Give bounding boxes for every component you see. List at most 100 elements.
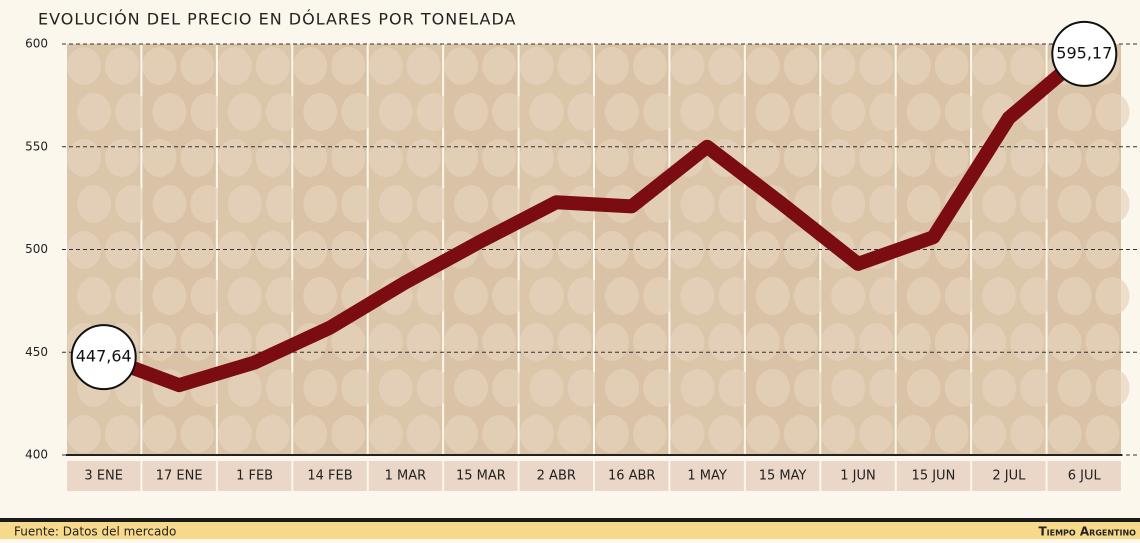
texture	[907, 93, 941, 131]
texture	[180, 139, 214, 177]
texture	[821, 415, 855, 453]
texture	[907, 277, 941, 315]
texture	[670, 47, 704, 85]
texture	[444, 323, 478, 361]
x-tick-label: 16 ABR	[608, 469, 656, 484]
x-tick-label: 17 ENE	[156, 469, 203, 484]
x-tick-label: 2 ABR	[537, 469, 576, 484]
texture	[972, 323, 1006, 361]
texture	[331, 139, 365, 177]
texture	[520, 323, 554, 361]
texture	[897, 47, 931, 85]
texture	[680, 185, 714, 223]
texture	[454, 93, 488, 131]
value-label: 447,64	[76, 347, 132, 366]
texture	[369, 323, 403, 361]
texture	[1096, 93, 1130, 131]
texture	[784, 47, 818, 85]
texture	[256, 47, 290, 85]
texture	[784, 139, 818, 177]
y-tick-label: 500	[25, 242, 48, 256]
texture	[152, 185, 186, 223]
texture	[379, 185, 413, 223]
texture	[1058, 277, 1092, 315]
texture	[1048, 139, 1082, 177]
texture	[595, 323, 629, 361]
texture	[369, 139, 403, 177]
y-tick-label: 400	[25, 448, 48, 462]
texture	[831, 93, 865, 131]
texture	[784, 323, 818, 361]
texture	[530, 93, 564, 131]
texture	[142, 139, 176, 177]
texture	[369, 415, 403, 453]
texture	[595, 47, 629, 85]
texture	[935, 47, 969, 85]
texture	[293, 139, 327, 177]
texture	[482, 323, 516, 361]
texture	[180, 415, 214, 453]
texture	[784, 415, 818, 453]
texture	[407, 415, 441, 453]
texture	[1058, 369, 1092, 407]
texture	[982, 185, 1016, 223]
texture	[256, 139, 290, 177]
texture	[680, 369, 714, 407]
texture	[595, 415, 629, 453]
texture	[482, 139, 516, 177]
texture	[907, 369, 941, 407]
texture	[218, 323, 252, 361]
texture	[708, 415, 742, 453]
y-tick-label: 550	[25, 139, 48, 153]
texture	[1086, 323, 1120, 361]
texture	[633, 47, 667, 85]
x-tick-label: 6 JUL	[1068, 469, 1102, 484]
texture	[859, 47, 893, 85]
x-tick-label: 1 JUN	[840, 469, 875, 484]
texture	[1010, 139, 1044, 177]
texture	[77, 185, 111, 223]
texture	[982, 369, 1016, 407]
texture	[142, 415, 176, 453]
texture	[605, 93, 639, 131]
texture	[605, 369, 639, 407]
texture	[670, 323, 704, 361]
texture	[152, 93, 186, 131]
texture	[897, 139, 931, 177]
x-tick-label: 15 MAR	[456, 469, 506, 484]
texture	[293, 415, 327, 453]
texture	[1058, 93, 1092, 131]
texture	[1096, 277, 1130, 315]
texture	[558, 415, 592, 453]
texture	[303, 277, 337, 315]
texture	[1010, 415, 1044, 453]
y-tick-label: 450	[25, 345, 48, 359]
texture	[303, 369, 337, 407]
texture	[77, 277, 111, 315]
texture	[756, 277, 790, 315]
texture	[831, 369, 865, 407]
texture	[633, 139, 667, 177]
texture	[520, 415, 554, 453]
texture	[558, 139, 592, 177]
texture	[633, 415, 667, 453]
source: Fuente: Datos del mercado	[14, 525, 176, 539]
texture	[256, 415, 290, 453]
texture	[1086, 415, 1120, 453]
texture	[1096, 369, 1130, 407]
texture	[228, 185, 262, 223]
texture	[746, 323, 780, 361]
x-tick-label: 1 MAR	[385, 469, 427, 484]
texture	[680, 93, 714, 131]
texture	[218, 415, 252, 453]
texture	[859, 415, 893, 453]
texture	[821, 323, 855, 361]
chart: EVOLUCIÓN DEL PRECIO EN DÓLARES POR TONE…	[0, 0, 1140, 539]
texture	[77, 93, 111, 131]
texture	[746, 139, 780, 177]
texture	[482, 415, 516, 453]
texture	[444, 139, 478, 177]
texture	[935, 139, 969, 177]
texture	[180, 323, 214, 361]
texture	[407, 323, 441, 361]
